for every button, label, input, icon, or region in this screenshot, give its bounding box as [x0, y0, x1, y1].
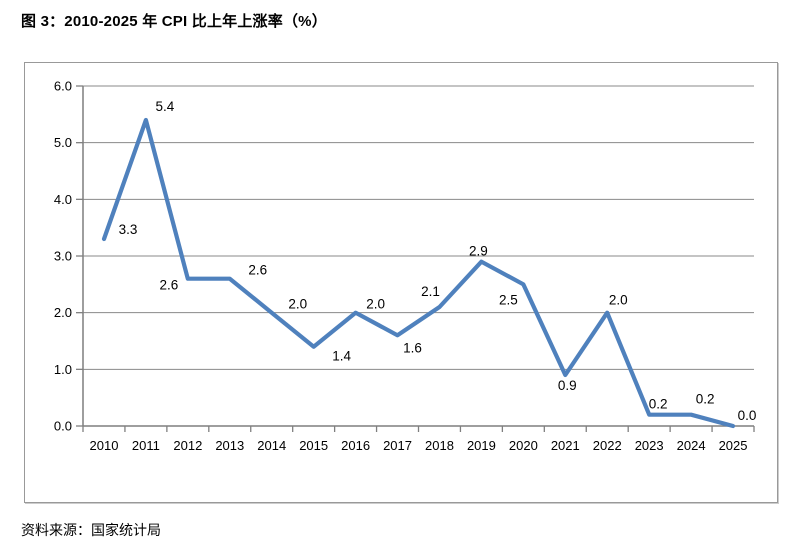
data-point-label: 0.2: [696, 392, 715, 407]
x-axis-tick-label: 2024: [677, 438, 706, 453]
x-axis-tick-label: 2025: [719, 438, 748, 453]
source-note: 资料来源：国家统计局: [21, 522, 161, 538]
y-axis-tick-label: 6.0: [54, 79, 72, 94]
x-axis-tick-label: 2019: [467, 438, 496, 453]
figure-title: 图 3：2010-2025 年 CPI 比上年上涨率（%）: [21, 13, 327, 30]
chart-container: 0.0 1.0 2.0 3.0 4.0 5.0 6.0 2010 2011 2012 2013 201…: [24, 62, 778, 503]
x-axis-tick-label: 2016: [341, 438, 370, 453]
y-axis-tick-label: 5.0: [54, 135, 72, 150]
chart-svg: 0.0 1.0 2.0 3.0 4.0 5.0 6.0 2010 2011 2012 2013 201…: [54, 79, 757, 454]
x-axis-tick-label: 2022: [593, 438, 622, 453]
y-axis-tick-label: 1.0: [54, 362, 72, 377]
data-point-label: 2.6: [248, 263, 267, 278]
data-point-label: 2.0: [288, 297, 307, 312]
x-axis-tick-label: 2013: [215, 438, 244, 453]
x-axis-tick-label: 2018: [425, 438, 454, 453]
y-axis-tick-label: 3.0: [54, 249, 72, 264]
data-point-label: 3.3: [119, 222, 138, 237]
data-point-label: 2.9: [469, 244, 488, 259]
x-axis-tick-label: 2015: [299, 438, 328, 453]
x-axis-tick-label: 2020: [509, 438, 538, 453]
y-axis-tick-label: 0.0: [54, 419, 72, 434]
cpi-series-line: [101, 117, 736, 429]
x-axis-tick-label: 2012: [173, 438, 202, 453]
data-point-label: 0.9: [558, 378, 577, 393]
data-point-label: 5.4: [156, 99, 175, 114]
data-point-label: 2.6: [159, 278, 178, 293]
data-point-label: 1.4: [332, 349, 351, 364]
data-point-label: 2.0: [366, 297, 385, 312]
x-axis-tick-label: 2023: [635, 438, 664, 453]
y-axis-tick-label: 2.0: [54, 305, 72, 320]
x-axis-tick-label: 2010: [90, 438, 119, 453]
data-point-label: 0.0: [738, 408, 757, 423]
x-axis-tick-label: 2017: [383, 438, 412, 453]
data-point-label: 1.6: [403, 340, 422, 355]
data-point-label: 2.1: [421, 284, 440, 299]
data-point-label: 2.5: [499, 292, 518, 307]
y-axis-tick-label: 4.0: [54, 192, 72, 207]
x-axis-tick-label: 2021: [551, 438, 580, 453]
x-axis-tick-label: 2011: [132, 438, 160, 453]
data-point-label: 0.2: [649, 397, 668, 412]
data-point-label: 2.0: [609, 293, 628, 308]
x-axis-tick-label: 2014: [257, 438, 286, 453]
